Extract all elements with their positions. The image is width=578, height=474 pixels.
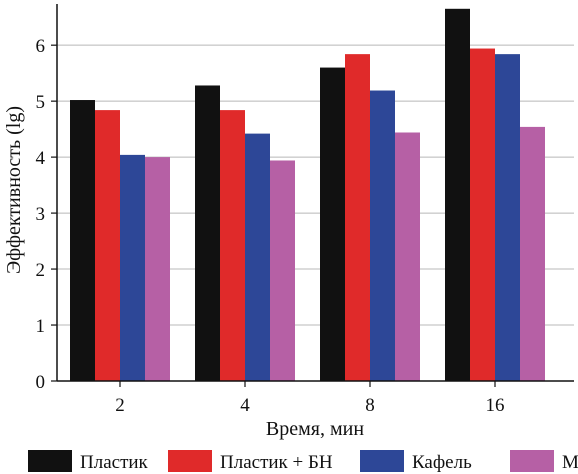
y-tick-label: 0 xyxy=(36,372,46,393)
legend-label: Пластик + БН xyxy=(220,452,333,473)
bar xyxy=(220,110,245,381)
legend-label: Ме xyxy=(562,452,578,473)
bars xyxy=(70,8,545,382)
bar xyxy=(320,67,345,381)
y-tick-label: 2 xyxy=(36,260,46,281)
legend-label: Пластик xyxy=(80,452,149,473)
y-tick-labels: 0 1 2 3 4 5 6 xyxy=(36,36,46,393)
bar xyxy=(145,157,170,381)
x-tick-label: 16 xyxy=(486,395,505,416)
x-tick-label: 4 xyxy=(240,395,250,416)
y-tick-label: 6 xyxy=(36,36,46,57)
bar xyxy=(95,110,120,381)
bar xyxy=(245,133,270,381)
x-axis-label: Время, мин xyxy=(266,418,364,440)
bar xyxy=(395,132,420,381)
y-tick-label: 5 xyxy=(36,92,46,113)
legend-swatch xyxy=(510,450,554,472)
legend-swatch xyxy=(360,450,404,472)
x-tick-label: 2 xyxy=(115,395,125,416)
y-tick-label: 3 xyxy=(36,204,46,225)
y-tick-label: 4 xyxy=(36,148,46,169)
legend-swatch xyxy=(168,450,212,472)
bar xyxy=(520,126,545,381)
legend-swatch xyxy=(28,450,72,472)
bar xyxy=(495,54,520,381)
axes xyxy=(51,4,574,387)
legend: Пластик Пластик + БН Кафель Ме xyxy=(28,450,578,473)
bar xyxy=(345,54,370,381)
bar xyxy=(445,8,470,381)
legend-label: Кафель xyxy=(412,452,472,473)
y-tick-label: 1 xyxy=(36,316,46,337)
bar xyxy=(70,100,95,382)
bar xyxy=(120,154,145,381)
bar xyxy=(270,160,295,381)
bar xyxy=(195,85,220,382)
x-tick-labels: 2 4 8 16 xyxy=(115,395,504,416)
x-tick-label: 8 xyxy=(365,395,375,416)
bar xyxy=(370,90,395,381)
y-axis-label: Эффективность (lg) xyxy=(3,106,25,274)
bar xyxy=(470,48,495,381)
